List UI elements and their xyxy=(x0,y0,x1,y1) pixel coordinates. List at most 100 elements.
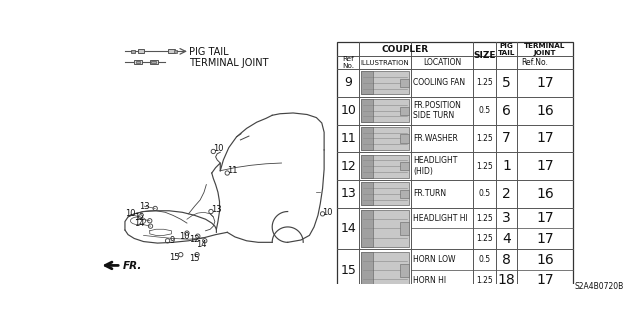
Bar xyxy=(362,182,373,205)
Text: 1.25: 1.25 xyxy=(476,234,493,243)
Bar xyxy=(131,50,135,53)
Text: 7: 7 xyxy=(502,131,511,145)
Text: 11: 11 xyxy=(227,166,238,175)
Text: 8: 8 xyxy=(502,253,511,267)
Bar xyxy=(362,182,408,205)
Text: LOCATION: LOCATION xyxy=(423,58,461,67)
Bar xyxy=(362,182,373,205)
Text: ILLUSTRATION: ILLUSTRATION xyxy=(360,60,410,65)
Text: 10: 10 xyxy=(179,233,190,241)
Bar xyxy=(400,190,408,198)
Text: 4: 4 xyxy=(502,232,511,246)
Text: 10: 10 xyxy=(125,209,136,218)
Text: 17: 17 xyxy=(536,159,554,173)
Bar xyxy=(362,99,373,122)
Bar xyxy=(362,252,373,288)
Text: S2A4B0720B: S2A4B0720B xyxy=(575,283,624,292)
Text: 12: 12 xyxy=(340,160,356,173)
Text: COOLING FAN: COOLING FAN xyxy=(413,78,465,87)
Text: 11: 11 xyxy=(340,132,356,145)
Text: HORN LOW: HORN LOW xyxy=(413,255,456,264)
Text: 2: 2 xyxy=(502,187,511,201)
Bar xyxy=(134,60,142,64)
Bar xyxy=(362,99,408,122)
Text: HEADLIGHT
(HID): HEADLIGHT (HID) xyxy=(413,156,458,176)
Text: 15: 15 xyxy=(340,263,356,277)
Text: 16: 16 xyxy=(536,187,554,201)
Text: 1.25: 1.25 xyxy=(476,134,493,143)
Bar xyxy=(362,127,373,150)
Text: 10: 10 xyxy=(214,144,224,153)
Bar xyxy=(174,50,177,53)
Bar xyxy=(362,127,408,150)
Text: FR.TURN: FR.TURN xyxy=(413,189,446,198)
Bar xyxy=(362,154,408,178)
Text: PIG
TAIL: PIG TAIL xyxy=(498,42,515,56)
Bar xyxy=(400,134,408,143)
Text: Ref
No.: Ref No. xyxy=(342,56,354,69)
Bar xyxy=(362,252,408,288)
Bar xyxy=(362,71,373,94)
Text: 12: 12 xyxy=(189,235,200,244)
Text: FR.POSITION
SIDE TURN: FR.POSITION SIDE TURN xyxy=(413,101,461,120)
Text: PIG TAIL: PIG TAIL xyxy=(189,47,229,57)
Text: 17: 17 xyxy=(536,131,554,145)
Text: 16: 16 xyxy=(536,104,554,118)
Text: 10: 10 xyxy=(322,208,332,217)
Bar xyxy=(400,162,408,170)
Bar xyxy=(362,210,408,247)
Text: 15: 15 xyxy=(189,254,200,263)
Bar xyxy=(337,42,573,291)
Text: FR.WASHER: FR.WASHER xyxy=(413,134,458,143)
Bar xyxy=(150,60,157,64)
Text: 17: 17 xyxy=(536,232,554,246)
Text: 12: 12 xyxy=(134,213,145,222)
Bar xyxy=(362,252,373,288)
Bar xyxy=(362,210,373,247)
Text: COUPLER: COUPLER xyxy=(381,45,429,54)
Text: 1.25: 1.25 xyxy=(476,276,493,285)
Text: 13: 13 xyxy=(340,187,356,200)
Text: Ref.No.: Ref.No. xyxy=(521,58,548,67)
Bar xyxy=(362,154,373,178)
Text: 14: 14 xyxy=(196,240,207,249)
Bar xyxy=(400,79,408,87)
Bar xyxy=(362,154,373,178)
Text: 0.5: 0.5 xyxy=(479,255,491,264)
Text: 3: 3 xyxy=(502,211,511,225)
Bar xyxy=(400,107,408,115)
Text: 5: 5 xyxy=(502,76,511,90)
Bar xyxy=(151,61,156,63)
Text: 17: 17 xyxy=(536,76,554,90)
Bar xyxy=(400,222,408,235)
Text: 13: 13 xyxy=(139,202,150,211)
Text: 1.25: 1.25 xyxy=(476,78,493,87)
Text: 9: 9 xyxy=(344,77,352,89)
Bar xyxy=(400,264,408,277)
Text: HEADLIGHT HI: HEADLIGHT HI xyxy=(413,214,468,223)
Bar xyxy=(362,71,408,94)
Text: 14: 14 xyxy=(340,222,356,235)
Text: 13: 13 xyxy=(211,205,221,214)
Text: 1: 1 xyxy=(502,159,511,173)
Text: 10: 10 xyxy=(340,104,356,117)
Text: 16: 16 xyxy=(536,253,554,267)
Bar xyxy=(362,99,373,122)
Text: 17: 17 xyxy=(536,273,554,287)
Text: SIZE: SIZE xyxy=(474,51,496,60)
Text: 17: 17 xyxy=(536,211,554,225)
Text: 14: 14 xyxy=(134,219,145,228)
Text: HORN HI: HORN HI xyxy=(413,276,446,285)
Text: 1.25: 1.25 xyxy=(476,162,493,171)
Text: 18: 18 xyxy=(498,273,515,287)
Text: 1.25: 1.25 xyxy=(476,214,493,223)
Text: TERMINAL JOINT: TERMINAL JOINT xyxy=(189,57,269,68)
Text: 6: 6 xyxy=(502,104,511,118)
Bar xyxy=(136,61,140,63)
Bar xyxy=(168,49,175,53)
Bar xyxy=(362,210,373,247)
Text: FR.: FR. xyxy=(123,261,142,271)
Text: TERMINAL
JOINT: TERMINAL JOINT xyxy=(524,42,566,56)
Text: 0.5: 0.5 xyxy=(479,106,491,115)
Text: 9: 9 xyxy=(170,236,175,245)
